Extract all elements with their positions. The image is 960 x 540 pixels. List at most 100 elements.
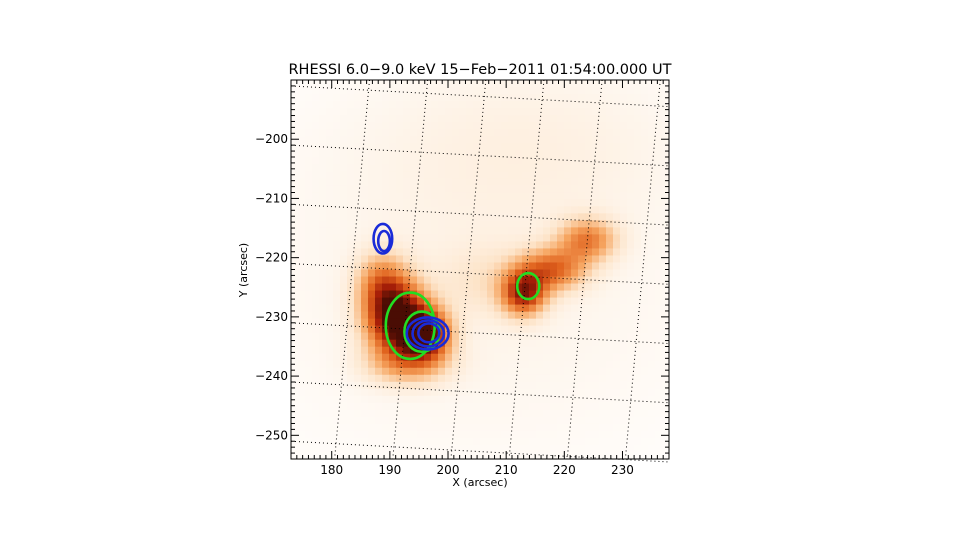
heatmap-cell — [375, 171, 383, 179]
heatmap-cell — [368, 339, 376, 348]
heatmap-cell — [550, 143, 558, 151]
heatmap-cell — [326, 80, 334, 88]
heatmap-cell — [655, 430, 663, 439]
heatmap-cell — [459, 143, 467, 151]
heatmap-cell — [564, 143, 572, 151]
heatmap-cell — [550, 115, 558, 123]
heatmap-cell — [522, 297, 530, 306]
heatmap-cell — [599, 248, 607, 257]
heatmap-cell — [459, 115, 467, 123]
heatmap-cell — [557, 311, 565, 320]
heatmap-cell — [410, 304, 418, 313]
heatmap-cell — [410, 262, 418, 271]
heatmap-cell — [641, 290, 649, 299]
heatmap-cell — [382, 164, 390, 172]
heatmap-cell — [648, 143, 656, 151]
heatmap-cell — [298, 437, 306, 446]
heatmap-cell — [501, 311, 509, 320]
heatmap-cell — [578, 402, 586, 411]
heatmap-cell — [368, 206, 376, 214]
heatmap-cell — [550, 304, 558, 313]
heatmap-cell — [634, 311, 642, 320]
heatmap-cell — [655, 171, 663, 179]
heatmap-cell — [571, 290, 579, 299]
heatmap-cell — [655, 388, 663, 397]
heatmap-cell — [627, 381, 635, 390]
heatmap-cell — [431, 409, 439, 418]
heatmap-cell — [445, 402, 453, 411]
heatmap-cell — [536, 395, 544, 404]
heatmap-cell — [319, 122, 327, 130]
heatmap-cell — [473, 339, 481, 348]
heatmap-cell — [592, 346, 600, 355]
heatmap-cell — [648, 409, 656, 418]
heatmap-cell — [571, 262, 579, 271]
heatmap-cell — [389, 115, 397, 123]
heatmap-cell — [613, 157, 621, 165]
heatmap-cell — [662, 192, 670, 200]
heatmap-cell — [431, 430, 439, 439]
heatmap-cell — [508, 304, 516, 313]
heatmap-cell — [564, 122, 572, 130]
heatmap-cell — [648, 115, 656, 123]
heatmap-cell — [641, 101, 649, 109]
heatmap-cell — [361, 255, 369, 264]
heatmap-cell — [312, 444, 320, 453]
heatmap-cell — [361, 388, 369, 397]
heatmap-cell — [368, 150, 376, 158]
heatmap-cell — [452, 87, 460, 95]
heatmap-cell — [340, 402, 348, 411]
heatmap-cell — [291, 339, 299, 348]
heatmap-cell — [431, 374, 439, 383]
heatmap-cell — [375, 297, 383, 306]
heatmap-cell — [305, 388, 313, 397]
heatmap-cell — [620, 241, 628, 250]
heatmap-cell — [627, 437, 635, 446]
heatmap-cell — [515, 143, 523, 151]
heatmap-cell — [522, 108, 530, 116]
heatmap-cell — [466, 402, 474, 411]
heatmap-cell — [522, 101, 530, 109]
heatmap-cell — [627, 255, 635, 264]
heatmap-cell — [326, 388, 334, 397]
heatmap-cell — [326, 122, 334, 130]
heatmap-cell — [522, 87, 530, 95]
heatmap-cell — [487, 108, 495, 116]
heatmap-cell — [501, 220, 509, 228]
heatmap-cell — [662, 157, 670, 165]
heatmap-cell — [501, 304, 509, 313]
heatmap-cell — [466, 283, 474, 292]
heatmap-cell — [452, 227, 460, 236]
heatmap-cell — [522, 80, 530, 88]
heatmap-cell — [627, 346, 635, 355]
heatmap-cell — [445, 213, 453, 221]
heatmap-cell — [305, 143, 313, 151]
heatmap-cell — [396, 136, 404, 144]
heatmap-cell — [536, 262, 544, 271]
heatmap-cell — [543, 143, 551, 151]
heatmap-cell — [599, 346, 607, 355]
heatmap-cell — [403, 451, 411, 460]
heatmap-cell — [417, 339, 425, 348]
heatmap-cell — [655, 87, 663, 95]
heatmap-cell — [452, 437, 460, 446]
heatmap-cell — [592, 227, 600, 236]
heatmap-cell — [375, 451, 383, 460]
heatmap-cell — [354, 409, 362, 418]
heatmap-cell — [613, 430, 621, 439]
heatmap-cell — [585, 199, 593, 207]
heatmap-cell — [599, 402, 607, 411]
heatmap-cell — [529, 136, 537, 144]
heatmap-cell — [445, 388, 453, 397]
heatmap-cell — [354, 171, 362, 179]
heatmap-cell — [340, 164, 348, 172]
heatmap-cell — [291, 402, 299, 411]
heatmap-cell — [438, 332, 446, 341]
heatmap-cell — [312, 234, 320, 243]
heatmap-cell — [501, 150, 509, 158]
heatmap-cell — [557, 402, 565, 411]
heatmap-cell — [557, 381, 565, 390]
heatmap-cell — [578, 304, 586, 313]
heatmap-cell — [578, 367, 586, 376]
heatmap-cell — [494, 444, 502, 453]
